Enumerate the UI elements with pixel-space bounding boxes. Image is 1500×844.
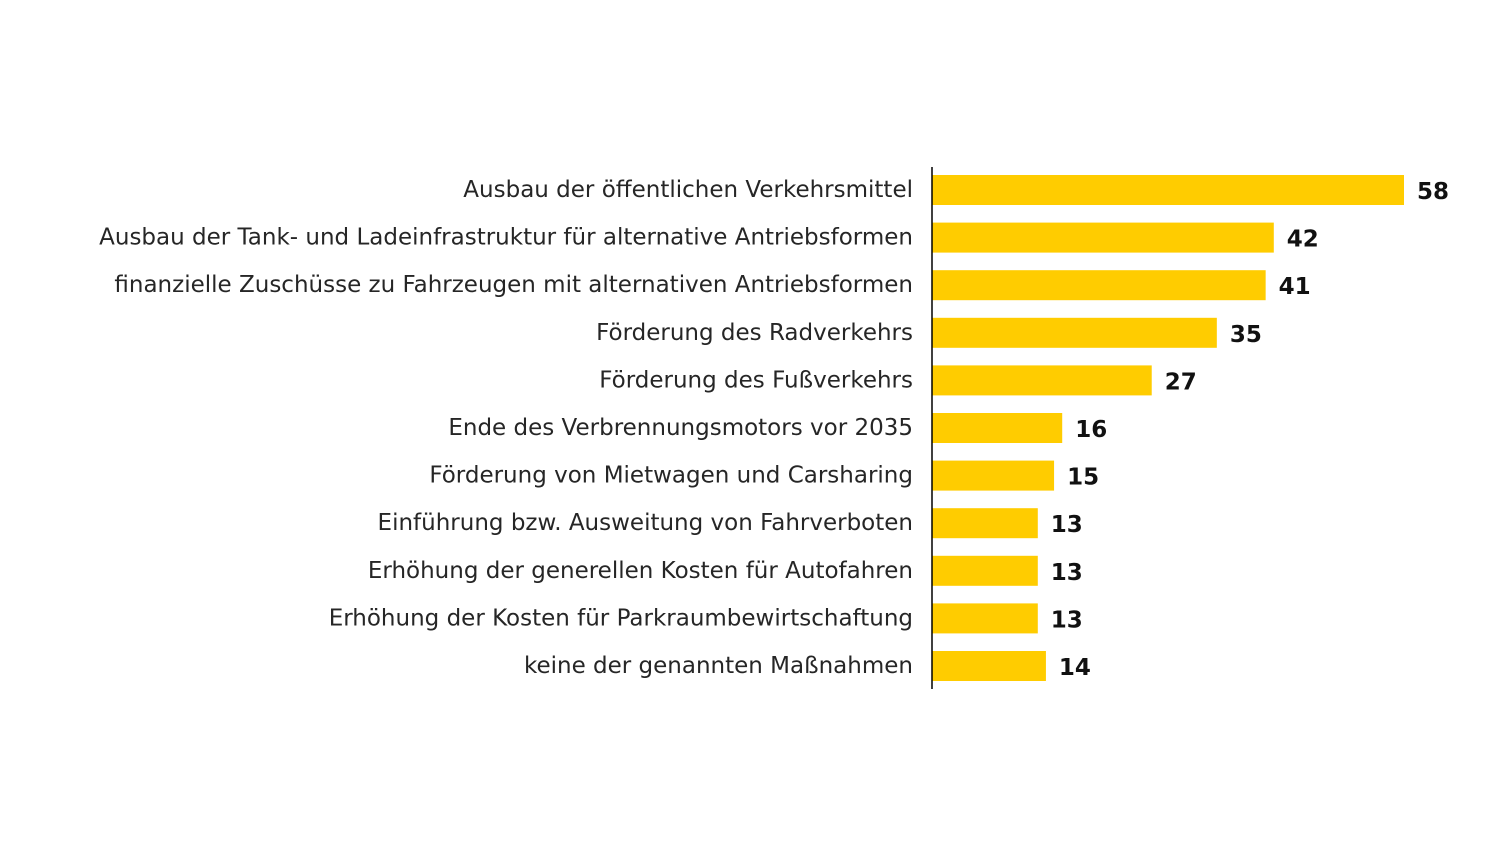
bar xyxy=(932,603,1038,634)
bar xyxy=(932,222,1274,253)
value-labels-group: 58 42 41 35 27 16 15 13 13 13 14 xyxy=(1051,179,1449,681)
value-label: 35 xyxy=(1230,322,1262,348)
value-label: 16 xyxy=(1075,417,1107,443)
value-label: 13 xyxy=(1051,607,1083,633)
value-label: 13 xyxy=(1051,560,1083,586)
category-label: Förderung des Fußverkehrs xyxy=(599,367,913,393)
category-label: Erhöhung der Kosten für Parkraumbewirtsc… xyxy=(329,605,913,631)
bar xyxy=(932,270,1266,301)
bar xyxy=(932,651,1046,681)
category-label: Förderung des Radverkehrs xyxy=(596,320,913,346)
category-label: finanzielle Zuschüsse zu Fahrzeugen mit … xyxy=(114,272,913,298)
value-label: 58 xyxy=(1417,179,1449,205)
value-label: 14 xyxy=(1059,655,1091,681)
category-label: Erhöhung der generellen Kosten für Autof… xyxy=(368,558,913,584)
category-label: Ausbau der Tank- und Ladeinfrastruktur f… xyxy=(99,225,913,251)
value-label: 27 xyxy=(1165,369,1197,395)
category-label: Förderung von Mietwagen und Carsharing xyxy=(429,463,913,489)
value-label: 13 xyxy=(1051,512,1083,538)
bar xyxy=(932,460,1055,491)
value-label: 41 xyxy=(1279,274,1311,300)
bar xyxy=(932,555,1038,586)
category-label: keine der genannten Maßnahmen xyxy=(524,653,913,679)
value-label: 42 xyxy=(1287,227,1319,253)
bar xyxy=(932,508,1038,539)
category-label: Ausbau der öffentlichen Verkehrsmittel xyxy=(463,177,913,203)
bar xyxy=(932,317,1217,348)
category-labels-group: Ausbau der öffentlichen Verkehrsmittel Au… xyxy=(99,177,913,679)
bar xyxy=(932,413,1063,443)
value-label: 15 xyxy=(1067,465,1099,491)
category-label: Ende des Verbrennungsmotors vor 2035 xyxy=(448,415,913,441)
bar xyxy=(932,175,1404,205)
bar xyxy=(932,365,1152,396)
bars-group xyxy=(932,175,1404,681)
category-label: Einführung bzw. Ausweitung von Fahrverbo… xyxy=(378,510,913,536)
